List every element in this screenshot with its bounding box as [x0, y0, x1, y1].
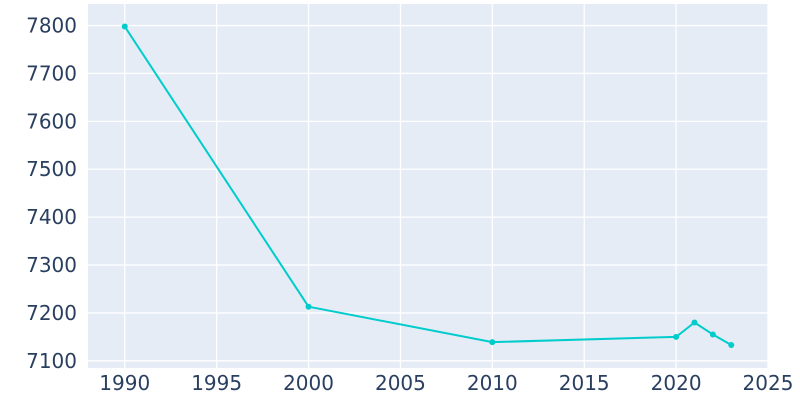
- y-tick-label: 7600: [26, 109, 77, 133]
- data-point-2023: [728, 342, 735, 349]
- data-point-2020: [673, 333, 680, 340]
- x-tick-label: 2020: [651, 371, 702, 395]
- x-axis-tick-labels: 1990 1995 2000 2005 2010 2015 2020 2025: [99, 371, 793, 395]
- data-point-2000: [305, 303, 312, 310]
- data-point-2021: [691, 319, 698, 326]
- x-tick-label: 1995: [191, 371, 242, 395]
- y-tick-label: 7300: [26, 253, 77, 277]
- data-point-2022: [709, 331, 716, 338]
- y-tick-label: 7200: [26, 301, 77, 325]
- y-tick-label: 7700: [26, 61, 77, 85]
- series-layer: [121, 23, 735, 349]
- y-tick-label: 7500: [26, 157, 77, 181]
- x-tick-label: 2010: [467, 371, 518, 395]
- data-point-1990: [121, 23, 128, 30]
- y-axis-tick-labels: 7100 7200 7300 7400 7500 7600 7700 7800: [26, 14, 77, 373]
- x-gridlines: [124, 4, 769, 368]
- x-tick-label: 2025: [743, 371, 794, 395]
- y-gridlines: [88, 24, 768, 362]
- x-tick-label: 2000: [283, 371, 334, 395]
- x-tick-label: 1990: [99, 371, 150, 395]
- y-tick-label: 7400: [26, 205, 77, 229]
- x-tick-label: 2015: [559, 371, 610, 395]
- x-tick-label: 2005: [375, 371, 426, 395]
- y-tick-label: 7100: [26, 349, 77, 373]
- data-point-2010: [489, 339, 496, 346]
- plot-area: [88, 4, 768, 368]
- y-tick-label: 7800: [26, 14, 77, 38]
